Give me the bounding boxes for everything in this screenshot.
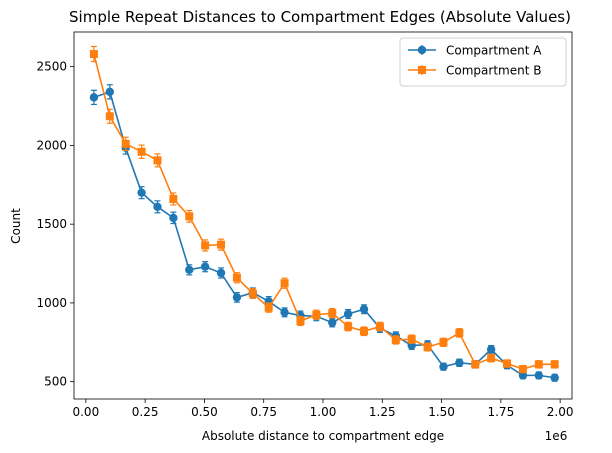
data-point [439,338,448,347]
data-point [280,279,289,288]
data-point [391,335,400,344]
data-point [359,305,369,314]
data-point [518,371,528,380]
x-axis-offset-label: 1e6 [545,429,568,443]
data-point [534,371,543,380]
data-point [153,156,162,165]
data-point [439,362,448,371]
plot-area: 0.00 0.25 0.50 0.75 1.00 1.25 1.50 1.75 2.00 500 1… [36,31,574,419]
data-point [185,265,194,275]
data-point [550,360,559,369]
x-tick-label: 0.50 [191,405,218,419]
x-tick-label: 1.50 [428,405,455,419]
data-point [105,87,115,97]
legend-marker [417,45,427,55]
data-point [375,322,384,331]
legend-marker [418,66,426,74]
data-point [534,360,543,369]
y-tick-label: 2500 [36,60,67,74]
data-point [169,194,178,203]
x-tick-label: 1.00 [310,405,337,419]
x-tick-label: 1.75 [487,405,514,419]
series-compartment-b [89,45,559,374]
data-point [185,212,194,221]
data-point [217,240,226,249]
data-point [200,262,210,271]
y-tick-label: 2000 [36,138,67,152]
chart-title: Simple Repeat Distances to Compartment E… [69,8,571,26]
y-axis-label: Count [9,208,23,244]
y-tick-label: 1000 [36,296,67,310]
series-compartment-a [89,84,559,382]
legend-label: Compartment B [446,64,541,78]
data-point [407,335,416,344]
y-tick-label: 500 [44,375,67,389]
data-point [518,365,527,374]
series-line [93,90,555,379]
data-point [360,327,369,336]
data-point [503,359,512,368]
data-point [216,268,226,278]
data-point [296,317,305,326]
legend-box [399,37,567,87]
data-point [344,322,353,331]
y-tick-label: 1500 [36,217,67,231]
data-point [137,147,146,156]
x-tick-label: 0.00 [72,405,99,419]
data-point [328,318,337,327]
data-point [487,354,496,363]
data-point [550,373,559,382]
x-tick-label: 1.25 [369,405,396,419]
axes-frame [73,31,573,400]
data-point [455,358,464,367]
data-point [89,50,98,59]
legend: Compartment A Compartment B [399,37,567,87]
legend-label: Compartment A [446,44,542,58]
data-point [471,360,480,369]
data-point [169,213,178,223]
data-point [153,202,162,212]
data-point [137,188,146,197]
data-point [264,303,273,312]
data-point [486,345,496,354]
data-point [312,310,321,319]
data-point [423,343,432,352]
data-point [232,293,242,302]
data-point [105,112,114,121]
data-point [248,289,257,298]
data-point [232,273,241,282]
data-point [280,308,289,317]
data-point [455,328,464,337]
data-point [121,139,130,148]
x-tick-label: 0.25 [132,405,159,419]
data-point [89,93,99,102]
x-tick-label: 2.00 [547,405,574,419]
data-point [201,241,210,250]
x-tick-label: 0.75 [250,405,277,419]
x-axis-label: Absolute distance to compartment edge [202,429,444,443]
data-point [328,309,337,318]
data-point [343,309,353,319]
